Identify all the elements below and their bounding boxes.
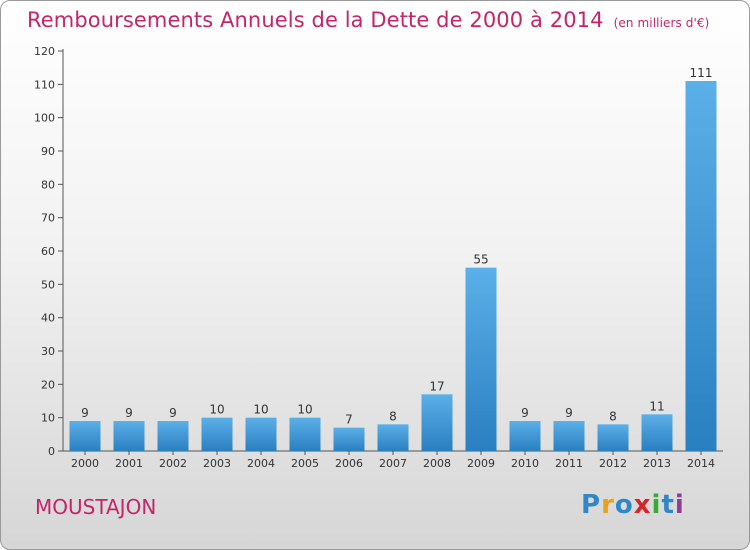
x-tick-label: 2000 xyxy=(71,457,99,470)
y-tick-label: 20 xyxy=(41,378,55,391)
logo-letter: i xyxy=(674,490,685,520)
data-label: 10 xyxy=(253,403,268,417)
x-tick-label: 2002 xyxy=(159,457,187,470)
x-tick-label: 2012 xyxy=(599,457,627,470)
bar-2013 xyxy=(641,414,673,451)
bar-2008 xyxy=(421,394,453,451)
proxiti-logo: Proxiti xyxy=(581,490,685,520)
chart-title: Remboursements Annuels de la Dette de 20… xyxy=(27,8,709,32)
data-label: 8 xyxy=(389,409,397,423)
logo-letter: o xyxy=(614,490,634,520)
logo-letter: t xyxy=(661,490,675,520)
bar-2001 xyxy=(113,421,145,451)
data-label: 55 xyxy=(473,253,488,267)
x-tick-label: 2006 xyxy=(335,457,363,470)
y-tick-label: 10 xyxy=(41,412,55,425)
data-label: 9 xyxy=(169,406,177,420)
town-name: MOUSTAJON xyxy=(35,495,157,519)
y-tick-label: 110 xyxy=(34,78,55,91)
bar-2005 xyxy=(289,417,321,451)
x-tick-label: 2011 xyxy=(555,457,583,470)
data-label: 10 xyxy=(297,403,312,417)
x-tick-label: 2010 xyxy=(511,457,539,470)
bar-2007 xyxy=(377,424,409,451)
data-label: 8 xyxy=(609,409,617,423)
bar-2004 xyxy=(245,417,277,451)
x-tick-label: 2003 xyxy=(203,457,231,470)
data-label: 7 xyxy=(345,413,353,427)
logo-letter: r xyxy=(601,490,615,520)
data-label: 9 xyxy=(565,406,573,420)
chart-title-text: Remboursements Annuels de la Dette de 20… xyxy=(27,8,604,32)
y-tick-label: 90 xyxy=(41,145,55,158)
bar-2002 xyxy=(157,421,189,451)
data-label: 10 xyxy=(209,403,224,417)
y-tick-label: 100 xyxy=(34,112,55,125)
logo-letter: x xyxy=(633,490,652,520)
data-label: 9 xyxy=(125,406,133,420)
bar-2010 xyxy=(509,421,541,451)
y-tick-label: 50 xyxy=(41,278,55,291)
y-tick-label: 60 xyxy=(41,245,55,258)
bar-2011 xyxy=(553,421,585,451)
x-tick-label: 2001 xyxy=(115,457,143,470)
data-label: 9 xyxy=(521,406,529,420)
chart-unit: (en milliers d'€) xyxy=(613,16,710,30)
bar-2003 xyxy=(201,417,233,451)
x-tick-label: 2007 xyxy=(379,457,407,470)
data-label: 11 xyxy=(649,399,664,413)
logo-letter: i xyxy=(651,490,662,520)
y-tick-label: 80 xyxy=(41,178,55,191)
bar-2014 xyxy=(685,81,717,451)
bar-2000 xyxy=(69,421,101,451)
x-tick-label: 2013 xyxy=(643,457,671,470)
y-tick-label: 120 xyxy=(34,45,55,58)
y-tick-label: 30 xyxy=(41,345,55,358)
x-tick-label: 2004 xyxy=(247,457,275,470)
x-tick-label: 2005 xyxy=(291,457,319,470)
x-tick-label: 2014 xyxy=(687,457,715,470)
data-label: 111 xyxy=(690,66,713,80)
x-tick-label: 2009 xyxy=(467,457,495,470)
data-label: 9 xyxy=(81,406,89,420)
logo-letter: P xyxy=(581,490,602,520)
y-tick-label: 70 xyxy=(41,212,55,225)
y-tick-label: 40 xyxy=(41,312,55,325)
data-label: 17 xyxy=(429,379,444,393)
y-tick-label: 0 xyxy=(48,445,55,458)
bar-2006 xyxy=(333,427,365,451)
bar-2009 xyxy=(465,267,497,451)
bar-2012 xyxy=(597,424,629,451)
x-tick-label: 2008 xyxy=(423,457,451,470)
